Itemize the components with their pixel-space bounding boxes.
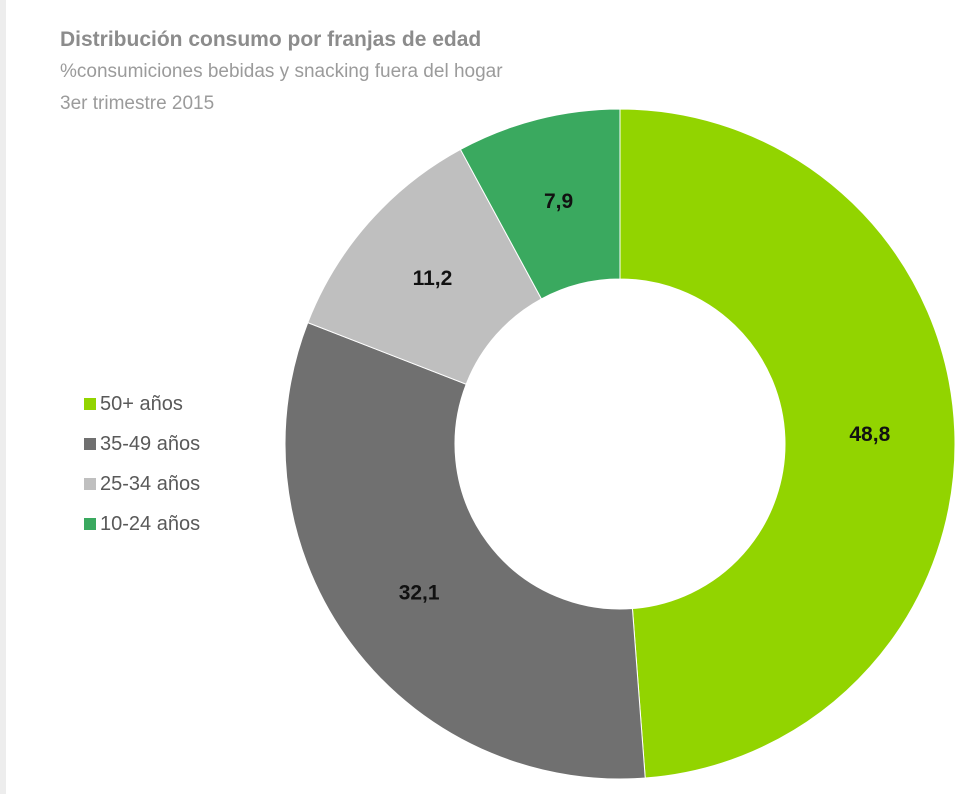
legend-item-35-49: 35-49 años (84, 424, 200, 464)
legend-swatch (84, 478, 96, 490)
legend-item-10-24: 10-24 años (84, 504, 200, 544)
legend-label: 50+ años (100, 392, 183, 415)
chart-title: Distribución consumo por franjas de edad (60, 28, 482, 51)
chart-title-block: Distribución consumo por franjas de edad… (60, 24, 503, 120)
data-label-50-plus: 48,8 (849, 423, 890, 446)
chart-legend: 50+ años 35-49 años 25-34 años 10-24 año… (84, 384, 200, 544)
legend-item-50-plus: 50+ años (84, 384, 200, 424)
data-label-35-49: 32,1 (399, 581, 440, 604)
chart-subtitle-line-2: 3er trimestre 2015 (60, 93, 215, 114)
donut-slice-10-24 (459, 108, 621, 300)
donut-slice-25-34 (307, 148, 543, 385)
legend-swatch (84, 438, 96, 450)
left-edge-divider (0, 0, 6, 794)
legend-label: 10-24 años (100, 512, 201, 535)
data-label-10-24: 7,9 (544, 190, 573, 213)
donut-slice-50-plus (619, 108, 956, 779)
legend-label: 35-49 años (100, 432, 201, 455)
chart-subtitle-line-1: %consumiciones bebidas y snacking fuera … (60, 61, 503, 82)
donut-slice-35-49 (284, 321, 646, 780)
legend-swatch (84, 398, 96, 410)
legend-label: 25-34 años (100, 472, 201, 495)
legend-swatch (84, 518, 96, 530)
data-label-25-34: 11,2 (413, 267, 453, 290)
legend-item-25-34: 25-34 años (84, 464, 200, 504)
